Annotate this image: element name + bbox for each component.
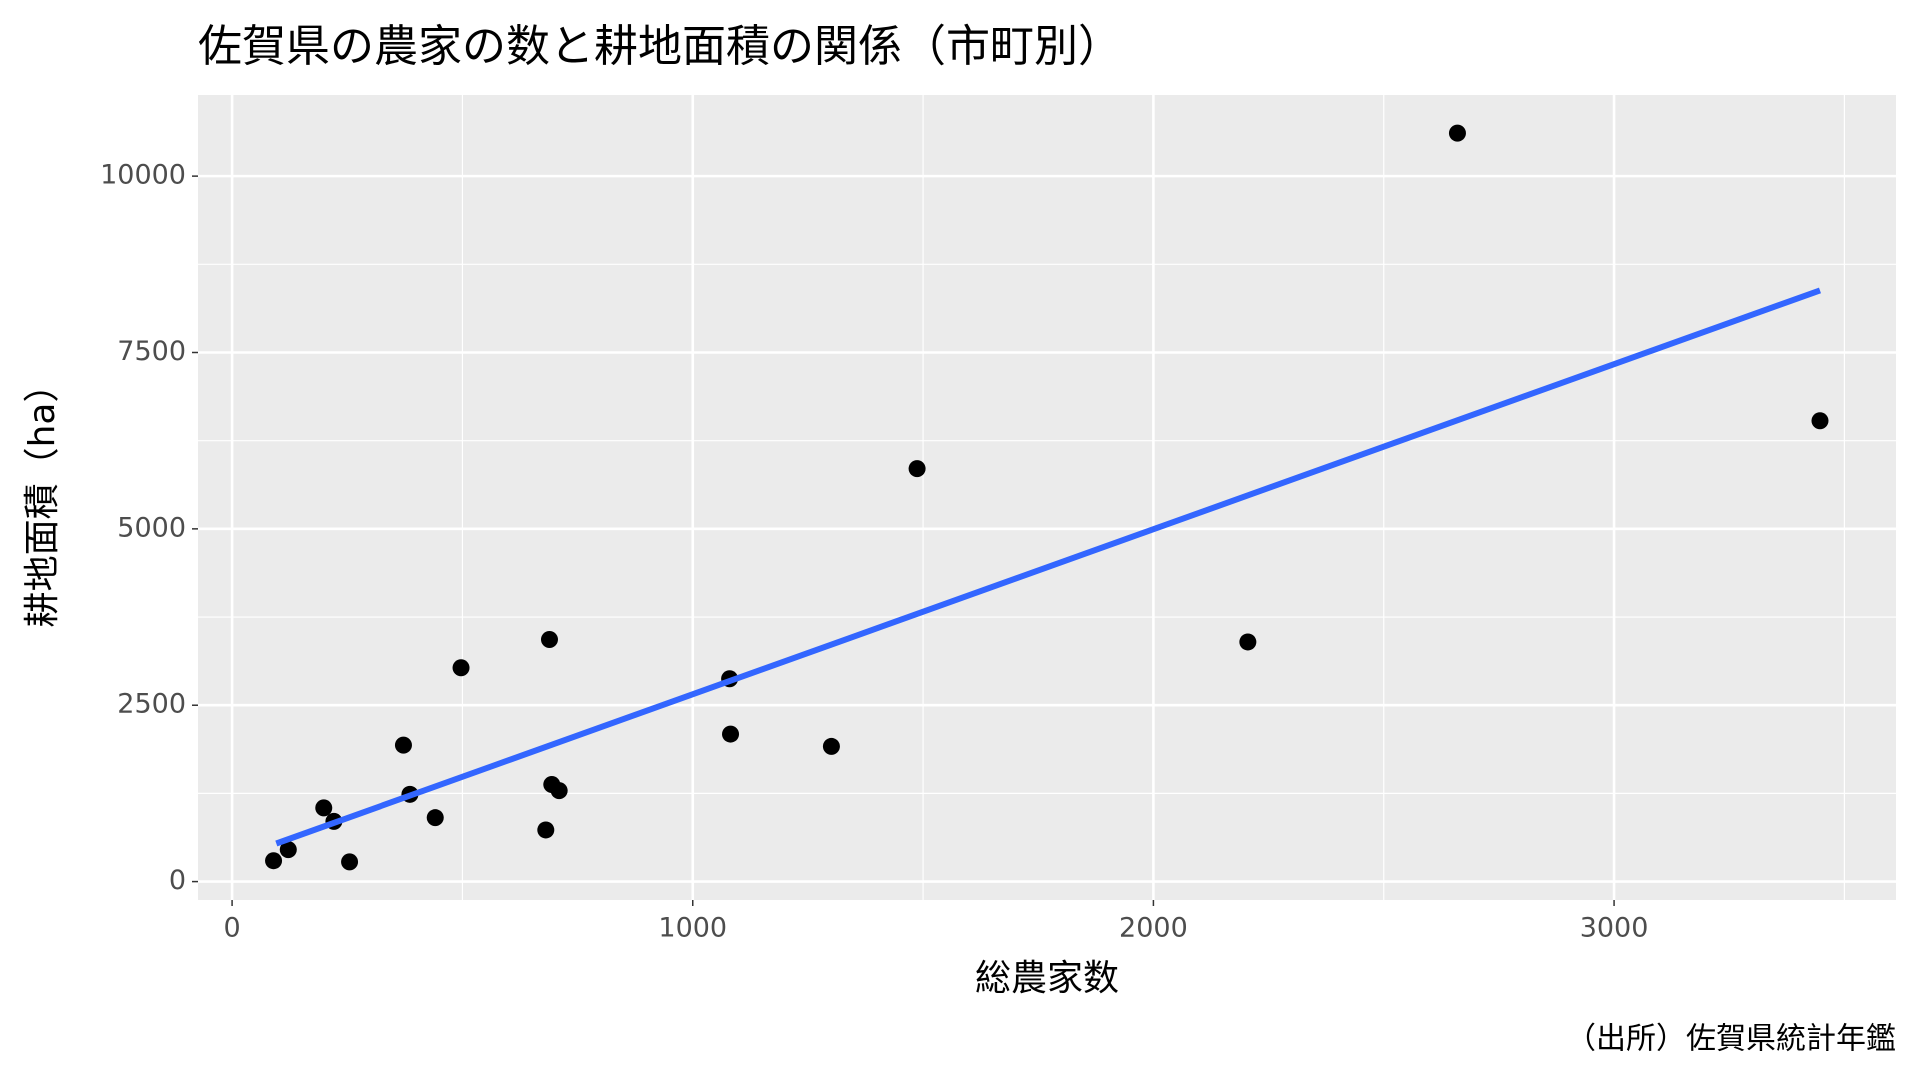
x-tick-label: 3000 [1580,913,1649,944]
point [265,852,283,870]
y-tick-label: 2500 [117,689,186,720]
x-tick-label: 0 [223,913,240,944]
point [537,821,555,839]
x-tick-label: 2000 [1119,913,1188,944]
y-tick-label: 0 [169,865,186,896]
point [279,841,297,859]
point [550,782,568,800]
point [1811,412,1829,430]
y-axis-title: 耕地面積（ha） [22,367,63,628]
trend-line [275,287,1822,847]
point [452,659,470,677]
x-tick-label: 1000 [658,913,727,944]
point [540,630,558,648]
point [722,725,740,743]
caption: （出所）佐賀県統計年鑑 [1566,1022,1896,1057]
point [315,799,333,817]
point [394,736,412,754]
point [1448,124,1466,142]
point [341,853,359,871]
x-axis-title: 総農家数 [975,958,1119,999]
y-tick-label: 10000 [100,160,186,191]
y-tick-label: 5000 [117,512,186,543]
point [1239,633,1257,651]
point [822,737,840,755]
point [908,460,926,478]
point [426,809,444,827]
chart-title: 佐賀県の農家の数と耕地面積の関係（市町別） [198,21,1122,72]
y-tick-label: 7500 [117,336,186,367]
